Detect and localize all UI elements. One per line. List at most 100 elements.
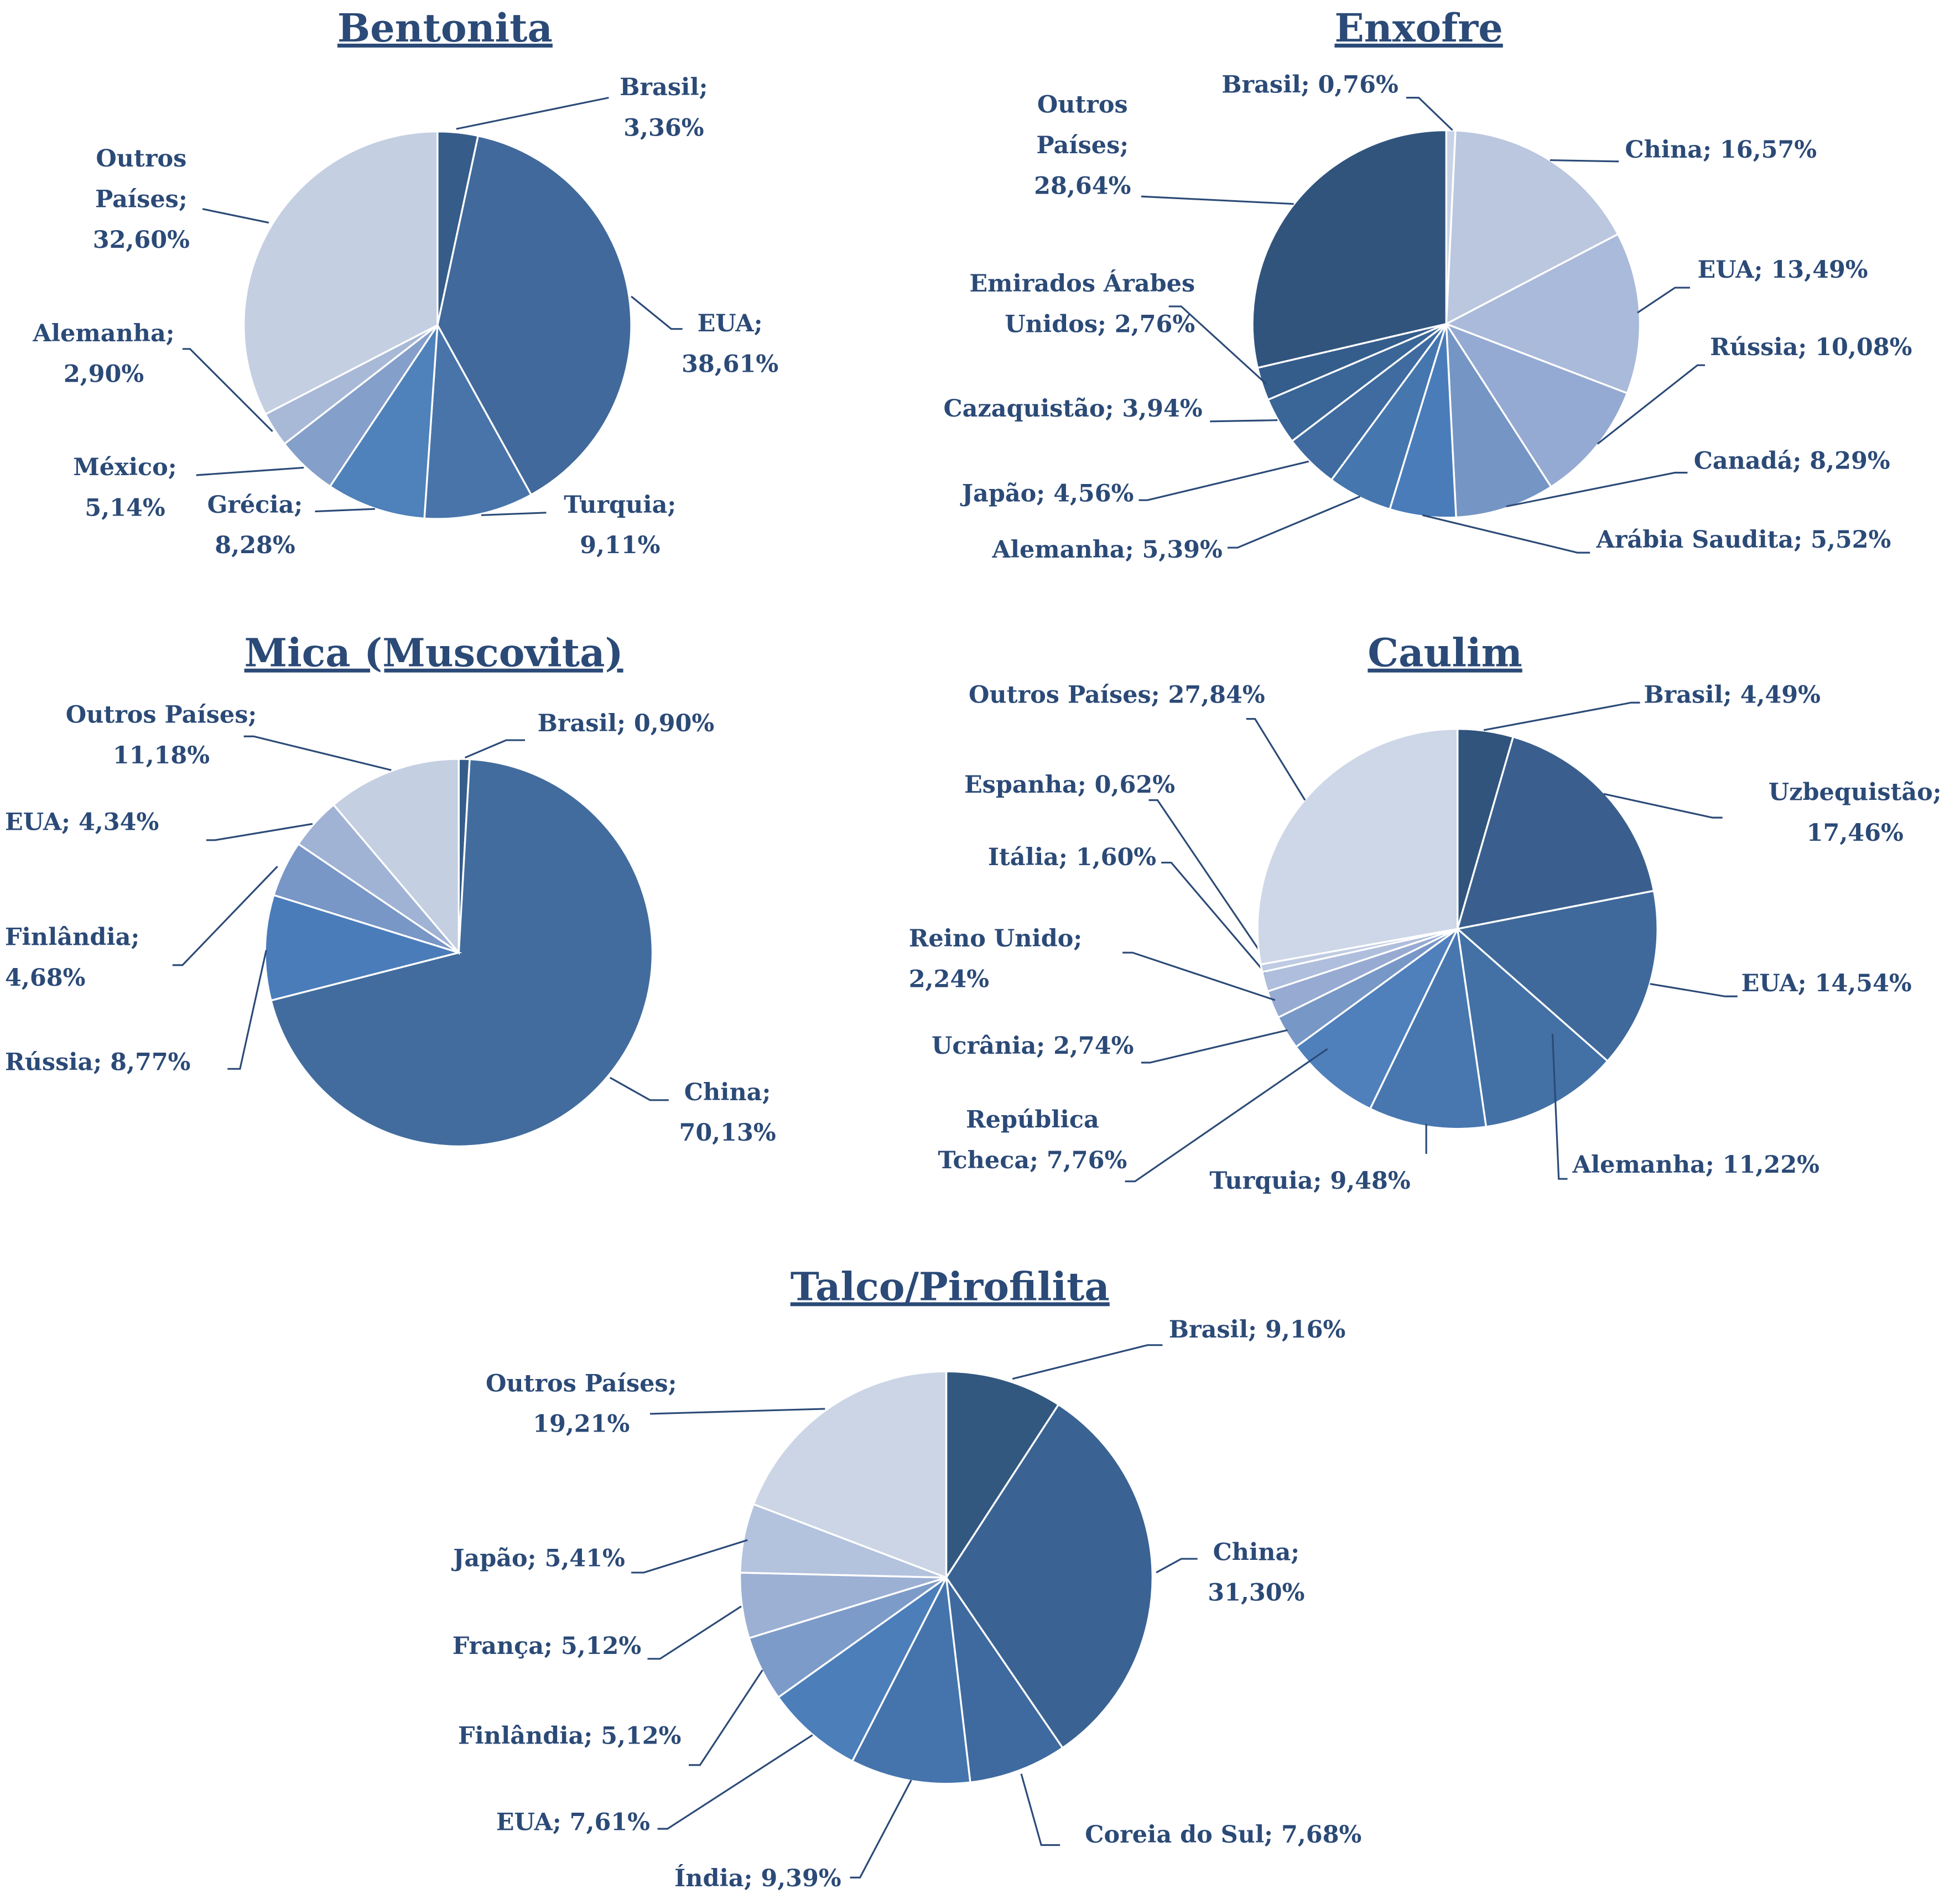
pie-slice-outros-paises — [242, 130, 439, 416]
data-label-eua: EUA; — [698, 310, 763, 337]
data-label-canada: Canadá; 8,29% — [1694, 448, 1890, 475]
data-label-china: 70,13% — [679, 1119, 776, 1147]
leader-line-turquia — [481, 512, 547, 516]
pie-slice-eua — [1455, 889, 1659, 1063]
pie-slice-turquia — [423, 322, 533, 520]
leader-line-canada — [1506, 471, 1688, 508]
data-label-cazaquistao: Cazaquistão; 3,94% — [943, 395, 1202, 423]
leader-line-outros-paises — [1141, 195, 1294, 205]
data-label-eua: EUA; 13,49% — [1697, 256, 1868, 284]
chart-title: Enxofre — [1334, 5, 1503, 51]
leader-line-brasil — [456, 97, 609, 130]
leader-line-japao — [631, 1539, 748, 1574]
leader-line-arabia-saudita — [1422, 514, 1590, 554]
data-label-arabia-saudita: Arábia Saudita; 5,52% — [1595, 526, 1891, 554]
data-label-espanha: Espanha; 0,62% — [964, 771, 1175, 799]
data-label-finlandia: Finlândia; — [5, 924, 139, 951]
data-label-eua: 38,61% — [682, 351, 778, 378]
pie-slice-eua — [436, 134, 632, 496]
data-label-turquia: 9,11% — [580, 532, 660, 559]
data-label-brasil: Brasil; 4,49% — [1644, 681, 1821, 709]
data-label-outros-paises: Outros — [1037, 91, 1128, 119]
leader-line-alemanha — [1227, 495, 1361, 549]
data-label-japao: Japão; 5,41% — [451, 1545, 625, 1573]
data-label-grecia: Grécia; — [207, 491, 303, 519]
data-label-outros-paises: Outros — [96, 145, 186, 173]
data-label-outros-paises: 19,21% — [533, 1411, 630, 1438]
leader-line-outros-paises — [243, 735, 392, 771]
pie-slice-india — [851, 1574, 971, 1785]
chart-title: Bentonita — [337, 5, 553, 51]
data-label-mexico: México; — [73, 454, 176, 481]
pie-slice-brasil — [945, 1370, 1060, 1581]
data-label-emirados-arabes-unidos: Emirados Árabes — [969, 269, 1195, 298]
pie-slice-eua — [777, 1576, 948, 1763]
leader-line-reino-unido — [1122, 951, 1276, 1001]
data-label-eua: EUA; 14,54% — [1741, 970, 1912, 997]
data-label-outros-paises: 11,18% — [113, 742, 210, 769]
pie-slice-coreia-do-sul — [945, 1576, 1064, 1784]
leader-line-eua — [206, 823, 313, 841]
leader-line-alemanha — [1551, 1033, 1568, 1180]
data-label-outros-paises: Outros Países; — [66, 701, 257, 729]
leader-line-outros-paises — [202, 208, 269, 224]
data-label-uzbequistao: Uzbequistão; — [1769, 779, 1942, 806]
leader-line-cazaquistao — [1210, 419, 1278, 423]
pie-slice-russia — [264, 894, 462, 1002]
data-label-coreia-do-sul: Coreia do Sul; 7,68% — [1085, 1821, 1361, 1849]
leader-line-china — [1156, 1558, 1198, 1574]
leader-line-coreia-do-sul — [1020, 1773, 1060, 1846]
data-label-outros-paises: Países; — [95, 185, 188, 213]
pie-chart-enxofre: Enxofre Brasil; 0,76% China; 16,57% EUA; 13… — [943, 5, 1912, 564]
leader-line-eua — [1650, 983, 1738, 997]
chart-title: Talco/Pirofilita — [791, 1263, 1110, 1309]
data-label-finlandia: 4,68% — [5, 964, 85, 992]
leader-line-grecia — [315, 508, 375, 513]
pie-chart-talco-pirofilita: Talco/Pirofilita Brasil; 9,16% China; 31,30… — [451, 1263, 1361, 1892]
data-label-grecia: 8,28% — [215, 532, 295, 559]
leader-line-outros-paises — [649, 1408, 825, 1415]
data-label-japao: Japão; 4,56% — [960, 480, 1134, 507]
pie-slice-alemanha — [1456, 926, 1609, 1128]
leader-line-alemanha — [182, 348, 273, 433]
data-label-reino-unido: Reino Unido; — [909, 925, 1083, 953]
data-label-russia: Rússia; 10,08% — [1710, 334, 1912, 361]
data-label-republica-tcheca: Tcheca; 7,76% — [938, 1147, 1127, 1174]
data-label-brasil: Brasil; 0,90% — [538, 710, 715, 737]
data-label-mexico: 5,14% — [85, 494, 165, 522]
pie-slice-outros-paises — [1256, 728, 1459, 966]
leader-line-eua — [657, 1734, 813, 1830]
leader-line-emirados-arabes-unidos — [1168, 305, 1267, 385]
data-label-brasil: 3,36% — [623, 115, 704, 142]
data-label-india: Índia; 9,39% — [674, 1864, 841, 1892]
leader-line-brasil — [1012, 1344, 1163, 1380]
leader-line-finlandia — [689, 1669, 763, 1766]
chart-title: Mica (Muscovita) — [245, 630, 623, 676]
data-label-alemanha: 2,90% — [64, 361, 144, 388]
leader-line-espanha — [1148, 799, 1268, 964]
leader-line-russia — [1597, 364, 1706, 445]
leader-line-brasil — [464, 739, 526, 759]
data-label-finlandia: Finlândia; 5,12% — [458, 1722, 682, 1750]
leader-line-finlandia — [172, 866, 278, 966]
leader-line-ucrania — [1141, 1029, 1288, 1064]
pie-chart-caulim: Caulim Brasil; 4,49% Uzbequistão; 17,46% EUA… — [909, 630, 1942, 1195]
leader-line-mexico — [196, 466, 304, 476]
leader-line-eua — [1637, 287, 1690, 314]
leader-line-brasil — [1483, 701, 1640, 731]
leader-line-outros-paises — [1246, 718, 1306, 801]
data-label-ucrania: Ucrânia; 2,74% — [932, 1032, 1134, 1060]
data-label-republica-tcheca: República — [966, 1106, 1099, 1134]
pie-slice-eua — [1444, 232, 1641, 395]
data-label-emirados-arabes-unidos: Unidos; 2,76% — [1005, 310, 1195, 338]
data-label-china: China; — [1213, 1538, 1300, 1566]
data-label-outros-paises: 28,64% — [1034, 173, 1131, 200]
pie-slice-republica-tcheca — [1294, 928, 1459, 1110]
data-label-turquia: Turquia; — [564, 491, 676, 519]
data-label-alemanha: Alemanha; 5,39% — [991, 536, 1222, 564]
leader-line-italia — [1161, 861, 1266, 974]
pie-slice-china — [945, 1403, 1153, 1750]
data-label-alemanha: Alemanha; — [32, 320, 174, 347]
leader-line-china — [609, 1076, 669, 1101]
